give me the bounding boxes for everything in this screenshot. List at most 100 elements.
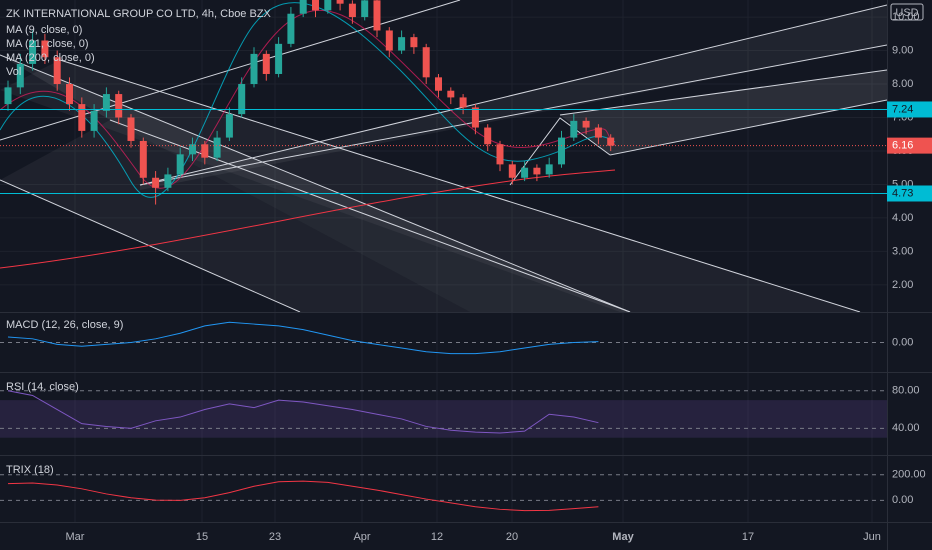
drawings xyxy=(0,0,887,312)
currency-box[interactable] xyxy=(890,3,924,21)
ma-9 xyxy=(0,2,616,198)
x-tick-label: 23 xyxy=(269,531,281,543)
candle-body xyxy=(201,144,209,158)
indicator-label: MA (200, close, 0) xyxy=(6,52,95,64)
channel xyxy=(560,70,887,155)
candle-body xyxy=(189,144,196,155)
candle-body xyxy=(4,87,12,105)
candle-body xyxy=(66,84,73,105)
channel xyxy=(0,120,470,312)
candle-body xyxy=(41,40,49,58)
candles xyxy=(4,0,615,205)
trix-line xyxy=(7,480,599,512)
indicator-label: RSI (14, close) xyxy=(6,381,79,393)
price-label-box xyxy=(887,101,932,118)
candle-body xyxy=(139,140,147,178)
candle-body xyxy=(299,0,307,14)
candle-body xyxy=(582,120,590,128)
rsi-band xyxy=(0,400,887,438)
x-tick-label: 15 xyxy=(196,531,208,543)
candle-body xyxy=(90,110,98,131)
candle-body xyxy=(127,117,135,141)
candle-body xyxy=(508,164,516,178)
candle-body xyxy=(533,167,541,175)
currency: USD xyxy=(895,7,918,19)
candle-body xyxy=(422,47,430,78)
candle-body xyxy=(213,137,221,158)
chart-title: ZK INTERNATIONAL GROUP CO LTD, 4h, Cboe … xyxy=(6,8,272,20)
candle-body xyxy=(348,3,356,18)
channel-line xyxy=(109,119,631,312)
y-tick-label: 2.00 xyxy=(892,279,913,291)
candle-body xyxy=(250,53,258,85)
y-tick-label: 8.00 xyxy=(892,78,913,90)
channel-line xyxy=(0,179,301,312)
candle-body xyxy=(361,0,369,18)
x-tick-label: Jun xyxy=(863,531,881,543)
candle-body xyxy=(447,90,455,98)
x-tick-label: Apr xyxy=(353,531,370,543)
price-label-box xyxy=(887,137,932,154)
candle-body xyxy=(521,167,529,178)
candle-body xyxy=(496,144,504,165)
ma-200 xyxy=(0,169,616,269)
x-tick-label: Mar xyxy=(66,531,85,543)
candle-body xyxy=(607,137,615,146)
price-label-box xyxy=(887,185,932,202)
candle-body xyxy=(225,114,233,138)
candle-body xyxy=(287,13,295,44)
candle-body xyxy=(312,0,319,11)
channel-line xyxy=(0,0,461,141)
candle-body xyxy=(176,154,184,175)
x-tick-label: 20 xyxy=(506,531,518,543)
candle-body xyxy=(410,37,418,48)
channel-line xyxy=(59,59,861,312)
candle-body xyxy=(164,174,172,188)
candle-body xyxy=(16,63,24,88)
x-tick-label: 12 xyxy=(431,531,443,543)
y-tick-label: 0.00 xyxy=(892,336,913,348)
candle-body xyxy=(558,137,565,165)
y-tick-label: 4.00 xyxy=(892,212,913,224)
candle-body xyxy=(275,43,283,74)
price-label: 7.24 xyxy=(892,103,913,115)
price-label: 4.73 xyxy=(892,187,913,199)
price-label: 6.16 xyxy=(892,140,913,152)
macd-line xyxy=(7,321,599,355)
candle-body xyxy=(29,40,37,64)
channel-line xyxy=(559,69,887,116)
y-tick-label: 80.00 xyxy=(892,385,920,397)
candle-body xyxy=(459,97,467,108)
candle-body xyxy=(238,84,246,115)
y-tick-label: 200.00 xyxy=(892,469,926,481)
candle-body xyxy=(78,104,86,131)
grid xyxy=(0,0,887,522)
y-tick-label: 9.00 xyxy=(892,44,913,56)
x-tick-label: May xyxy=(612,531,634,543)
candle-body xyxy=(115,94,123,118)
indicator-label: MA (21, close, 0) xyxy=(6,38,89,50)
channel xyxy=(0,60,860,312)
y-tick-label: 0.00 xyxy=(892,494,913,506)
candle-body xyxy=(262,53,270,74)
candle-body xyxy=(152,177,160,188)
candle-body xyxy=(471,107,479,128)
channel-line xyxy=(139,4,887,186)
pattern-line xyxy=(509,117,611,186)
candle-body xyxy=(336,0,344,4)
candle-body xyxy=(398,37,406,51)
y-tick-label: 40.00 xyxy=(892,422,920,434)
channel xyxy=(140,5,887,190)
candle-body xyxy=(385,30,393,51)
candle-body xyxy=(435,77,442,91)
candle-body xyxy=(594,127,602,138)
rsi-line xyxy=(7,390,599,434)
indicator-label: Vol xyxy=(6,66,21,78)
candle-body xyxy=(373,0,381,31)
candle-body xyxy=(102,94,110,111)
candle-body xyxy=(545,164,553,175)
channel-line xyxy=(139,44,887,186)
indicator-label: MA (9, close, 0) xyxy=(6,24,82,36)
